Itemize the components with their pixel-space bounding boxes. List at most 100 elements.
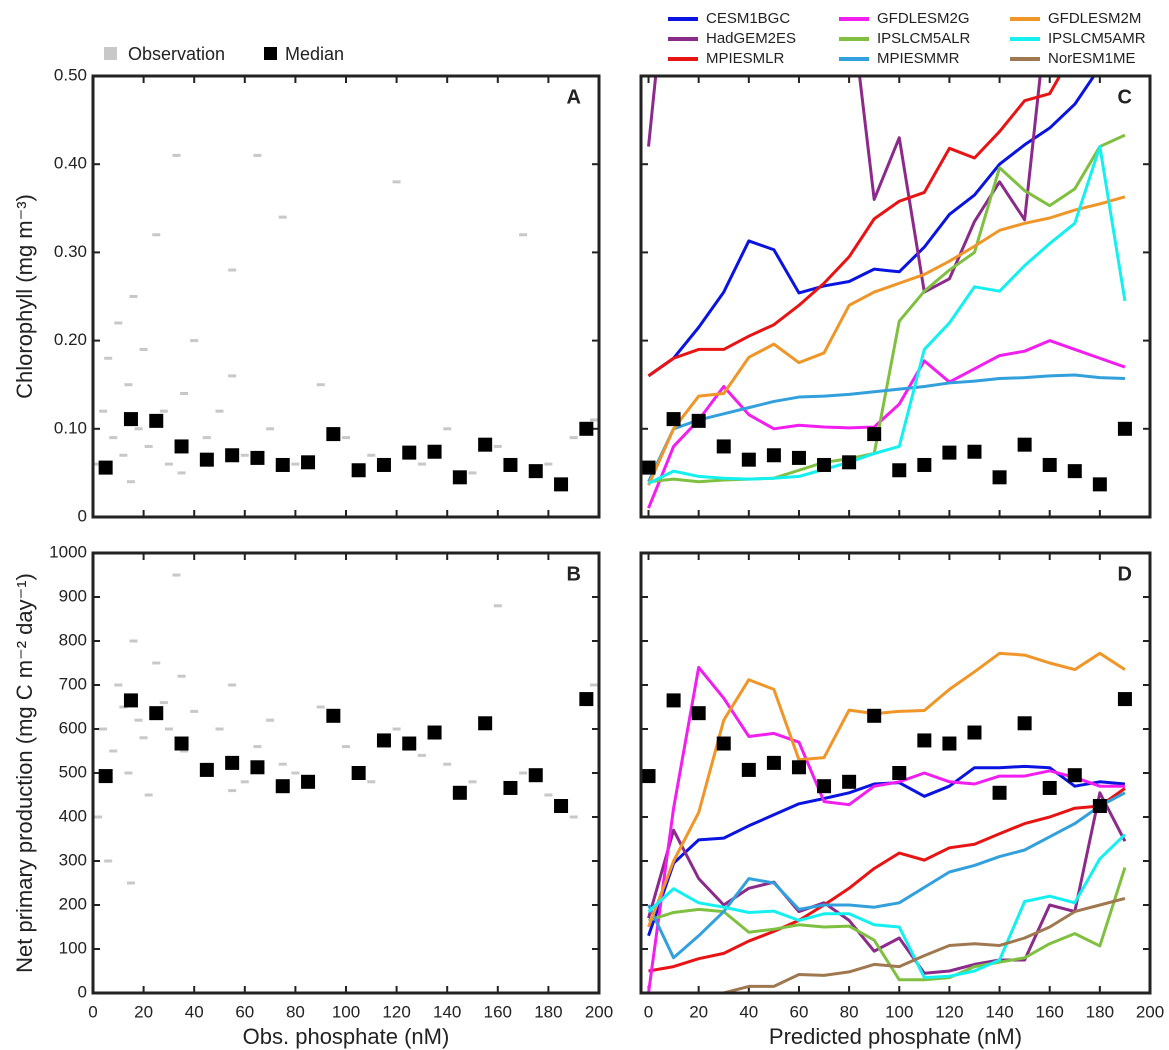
legend-label: IPSLCM5ALR	[877, 30, 971, 47]
x-axis-label: Predicted phosphate (nM)	[769, 1024, 1022, 1049]
median-marker	[199, 762, 214, 777]
median-marker	[1067, 464, 1082, 479]
observation-point	[228, 268, 237, 272]
median-marker	[1017, 716, 1032, 731]
median-marker	[528, 768, 543, 783]
y-tick-label: 0	[78, 982, 87, 1001]
model-line	[647, 195, 1126, 486]
y-tick-label: 700	[59, 674, 87, 693]
legend-swatch	[264, 47, 277, 60]
x-tick-label: 40	[185, 1002, 204, 1021]
observation-point	[417, 753, 426, 757]
plot-area	[94, 153, 598, 492]
observation-point	[144, 444, 153, 448]
observation-point	[253, 745, 262, 749]
median-marker	[691, 706, 706, 721]
observation-point	[180, 749, 189, 753]
median-marker	[225, 448, 240, 463]
x-tick-label: 180	[534, 1002, 562, 1021]
observation-point	[392, 180, 401, 184]
legend-label: MPIESMMR	[877, 50, 960, 67]
x-tick-label: 80	[840, 1002, 859, 1021]
median-marker	[402, 445, 417, 460]
observation-point	[291, 462, 300, 466]
median-marker	[579, 692, 594, 707]
legend-label: Observation	[128, 44, 225, 64]
model-line	[647, 339, 1126, 509]
median-marker	[275, 779, 290, 794]
median-marker	[917, 733, 932, 748]
observation-point	[544, 793, 553, 797]
observation-point	[180, 392, 189, 396]
x-tick-label: 60	[790, 1002, 809, 1021]
median-marker	[867, 427, 882, 442]
median-marker	[1042, 780, 1057, 795]
median-marker	[666, 412, 681, 427]
y-tick-label: 1000	[49, 542, 87, 561]
observation-point	[164, 727, 173, 731]
observation-point	[134, 427, 143, 431]
frame	[639, 74, 1152, 519]
observation-point	[316, 383, 325, 387]
panel: 0 20 40 60 80 100 120 140 160 180 200 0 100 200 300 400…	[12, 542, 613, 1048]
y-tick-label: 0.50	[54, 65, 87, 84]
median-marker	[275, 457, 290, 472]
panel-label: A	[567, 86, 581, 108]
median-marker	[326, 708, 341, 723]
observation-point	[589, 683, 598, 687]
x-tick-label: 0	[88, 1002, 97, 1021]
median-marker	[199, 452, 214, 467]
y-tick-label: 800	[59, 630, 87, 649]
median-marker	[741, 762, 756, 777]
observation-point	[228, 683, 237, 687]
observation-point	[134, 718, 143, 722]
observation-point	[126, 881, 135, 885]
observation-point	[190, 709, 199, 713]
panel: C	[639, 74, 1152, 519]
observation-point	[392, 727, 401, 731]
observation-point	[569, 436, 578, 440]
median-marker	[452, 470, 467, 485]
x-tick-label: 140	[985, 1002, 1013, 1021]
median-marker	[98, 460, 113, 475]
median-marker	[1117, 692, 1132, 707]
median-marker	[554, 477, 569, 492]
median-marker	[992, 470, 1007, 485]
median-marker	[716, 439, 731, 454]
median-marker	[326, 427, 341, 442]
model-line	[647, 665, 1125, 993]
median-marker	[741, 452, 756, 467]
median-marker	[766, 448, 781, 463]
observation-point	[129, 295, 138, 298]
observation-point	[278, 215, 287, 219]
observation-point	[316, 705, 325, 709]
observation-point	[104, 859, 113, 863]
median-marker	[641, 769, 656, 784]
model-line	[647, 791, 1127, 975]
median-marker	[817, 779, 832, 794]
observation-point	[159, 701, 168, 705]
median-marker	[250, 450, 265, 465]
observation-point	[367, 780, 376, 784]
x-tick-label: 160	[1036, 1002, 1064, 1021]
observation-point	[291, 771, 300, 775]
x-tick-label: 140	[433, 1002, 461, 1021]
observation-point	[164, 462, 173, 466]
observation-point	[152, 661, 161, 665]
legend-label: HadGEM2ES	[706, 30, 796, 47]
observation-point	[177, 471, 186, 475]
median-marker	[123, 693, 138, 708]
median-marker	[503, 457, 518, 472]
median-marker	[149, 413, 164, 428]
y-tick-label: 0.10	[54, 418, 87, 437]
observation-point	[159, 409, 168, 413]
median-marker	[666, 693, 681, 708]
y-tick-label: 0	[78, 506, 87, 525]
observation-point	[240, 453, 249, 457]
observation-point	[544, 462, 553, 466]
model-line	[648, 787, 1126, 973]
x-axis-label: Obs. phosphate (nM)	[243, 1024, 450, 1049]
model-line	[648, 867, 1127, 982]
median-marker	[1092, 799, 1107, 813]
observation-point	[266, 718, 275, 722]
